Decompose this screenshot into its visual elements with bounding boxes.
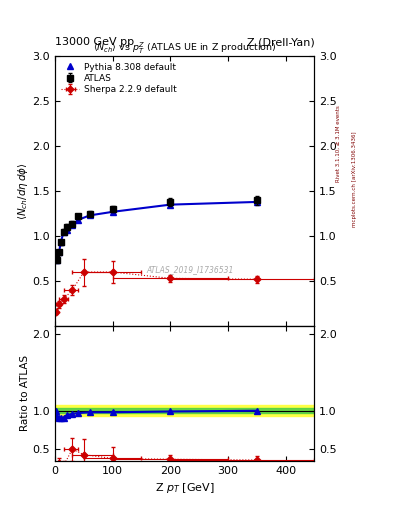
Title: $\langle N_{ch}\rangle$ vs $p_T^Z$ (ATLAS UE in Z production): $\langle N_{ch}\rangle$ vs $p_T^Z$ (ATLA… — [93, 41, 277, 56]
Pythia 8.308 default — [87, 212, 92, 219]
Pythia 8.308 default — [64, 227, 69, 233]
Text: ATLAS_2019_I1736531: ATLAS_2019_I1736531 — [146, 265, 233, 274]
Pythia 8.308 default — [76, 217, 81, 223]
Pythia 8.308 default — [55, 258, 60, 264]
Y-axis label: Ratio to ATLAS: Ratio to ATLAS — [20, 355, 29, 432]
Pythia 8.308 default — [110, 209, 115, 215]
Line: Pythia 8.308 default: Pythia 8.308 default — [53, 199, 259, 263]
Legend: Pythia 8.308 default, ATLAS, Sherpa 2.2.9 default: Pythia 8.308 default, ATLAS, Sherpa 2.2.… — [59, 61, 178, 96]
Pythia 8.308 default — [70, 222, 75, 228]
Pythia 8.308 default — [54, 255, 59, 262]
Y-axis label: $\langle N_{ch}/d\eta\,d\phi\rangle$: $\langle N_{ch}/d\eta\,d\phi\rangle$ — [16, 162, 29, 220]
Pythia 8.308 default — [59, 239, 63, 245]
X-axis label: Z $p_T$ [GeV]: Z $p_T$ [GeV] — [155, 481, 215, 495]
Text: Z (Drell-Yan): Z (Drell-Yan) — [247, 37, 314, 47]
Pythia 8.308 default — [61, 228, 66, 234]
Text: mcplots.cern.ch [arXiv:1306.3436]: mcplots.cern.ch [arXiv:1306.3436] — [352, 132, 357, 227]
Pythia 8.308 default — [57, 249, 61, 255]
Pythia 8.308 default — [168, 202, 173, 208]
Text: Rivet 3.1.10, ≥ 3.1M events: Rivet 3.1.10, ≥ 3.1M events — [336, 105, 341, 182]
Text: 13000 GeV pp: 13000 GeV pp — [55, 37, 134, 47]
Bar — [55, 404, 314, 416]
Bar — [55, 408, 314, 413]
Pythia 8.308 default — [254, 199, 259, 205]
